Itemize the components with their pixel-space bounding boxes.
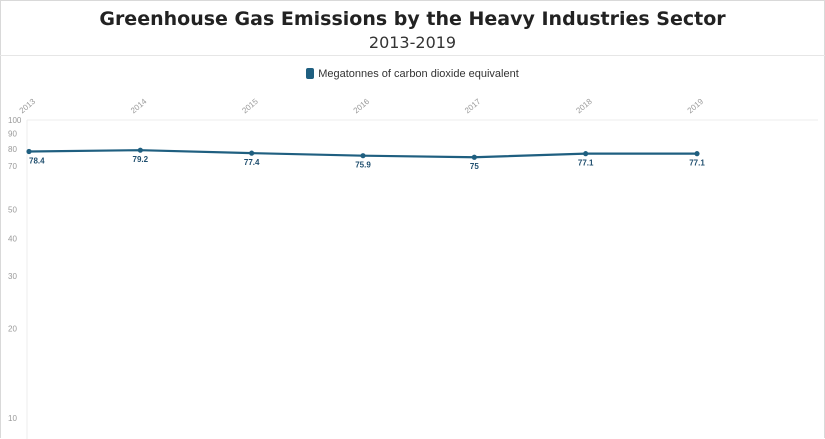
x-tick-label: 2018: [574, 97, 594, 116]
chart-subtitle: 2013-2019: [368, 33, 457, 52]
data-point: [26, 148, 32, 155]
x-tick-label: 2019: [686, 97, 706, 116]
data-point: [694, 151, 700, 157]
x-tick-label: 2013: [18, 97, 38, 116]
y-tick-label: 100: [8, 116, 22, 125]
y-tick-label: 40: [8, 235, 17, 244]
y-tick-label: 20: [8, 324, 17, 333]
y-tick-label: 50: [8, 206, 17, 215]
x-tick-label: 2014: [129, 97, 149, 116]
y-tick-label: 80: [8, 145, 17, 154]
data-label: 77.1: [578, 159, 594, 168]
x-tick-label: 2015: [240, 97, 260, 116]
legend[interactable]: Megatonnes of carbon dioxide equivalent: [0, 68, 825, 80]
data-point: [360, 153, 366, 159]
y-tick-label: 10: [8, 414, 17, 423]
data-label: 79.2: [133, 155, 149, 164]
data-point: [249, 150, 255, 156]
title-divider: [0, 55, 825, 56]
data-point: [471, 154, 477, 160]
data-label: 75.9: [355, 161, 371, 170]
data-point: [583, 151, 589, 157]
y-tick-label: 70: [8, 162, 17, 171]
data-label: 75: [470, 162, 479, 171]
y-tick-label: 90: [8, 130, 17, 139]
x-tick-label: 2016: [352, 97, 372, 116]
y-tick-label: 30: [8, 272, 17, 281]
legend-swatch: [306, 68, 315, 79]
legend-label: Megatonnes of carbon dioxide equivalent: [318, 68, 519, 80]
data-label: 77.1: [689, 159, 705, 168]
data-point: [137, 147, 143, 153]
data-label: 77.4: [244, 158, 260, 167]
chart-title: Greenhouse Gas Emissions by the Heavy In…: [99, 8, 726, 30]
data-label: 78.4: [29, 156, 45, 165]
x-tick-label: 2017: [463, 97, 483, 116]
